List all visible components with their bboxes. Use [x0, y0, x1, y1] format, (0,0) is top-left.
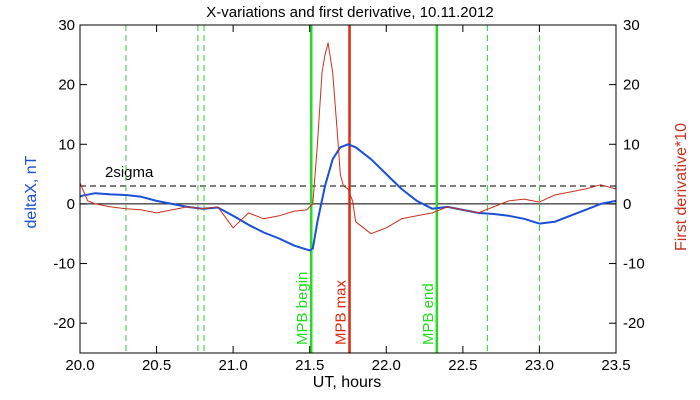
y-tick-label-right: 0 [623, 196, 631, 213]
y-axis-label-right: First derivative*10 [673, 123, 690, 251]
y-tick-label-left: 10 [58, 136, 75, 153]
x-tick-label: 20.5 [142, 357, 171, 374]
marker-label-mpb-begin: MPB begin [294, 272, 311, 345]
x-tick-label: 20.0 [65, 357, 94, 374]
marker-label-mpb-end: MPB end [420, 283, 437, 345]
y-tick-label-right: 10 [623, 136, 640, 153]
y-tick-label-left: 0 [67, 196, 75, 213]
threshold-label: 2sigma [105, 164, 154, 181]
y-tick-label-left: 20 [58, 77, 75, 94]
series-derivative-line [79, 42, 617, 235]
axes: 20.0 20.5 21.0 21.5 22.0 22.5 23.0 23.5 -20 -20 -1… [53, 17, 644, 374]
x-tick-label: 21.5 [295, 357, 324, 374]
x-tick-label: 23.5 [601, 357, 630, 374]
y-tick-label-left: -20 [53, 315, 75, 332]
guide-lines [125, 25, 540, 353]
y-axis-label-left: deltaX, nT [23, 155, 40, 228]
series-group [79, 42, 617, 252]
plot-area: 2sigma [80, 164, 616, 205]
x-tick-label: 22.0 [372, 357, 401, 374]
y-tick-label-left: 30 [58, 17, 75, 34]
x-tick-label: 23.0 [525, 357, 554, 374]
x-tick-label: 21.0 [219, 357, 248, 374]
series-deltax-line [79, 143, 617, 252]
y-tick-label-right: -20 [623, 315, 645, 332]
marker-label-mpb-max: MPB max [333, 279, 350, 345]
mpb-markers: MPB begin MPB max MPB end [294, 25, 439, 353]
chart-title: X-variations and first derivative, 10.11… [206, 4, 493, 21]
x-axis-label: UT, hours [313, 374, 381, 391]
y-tick-label-right: -10 [623, 256, 645, 273]
plot-frame [79, 24, 617, 354]
x-tick-label: 22.5 [448, 357, 477, 374]
y-tick-label-left: -10 [53, 256, 75, 273]
y-tick-label-right: 20 [623, 77, 640, 94]
y-tick-label-right: 30 [623, 17, 640, 34]
